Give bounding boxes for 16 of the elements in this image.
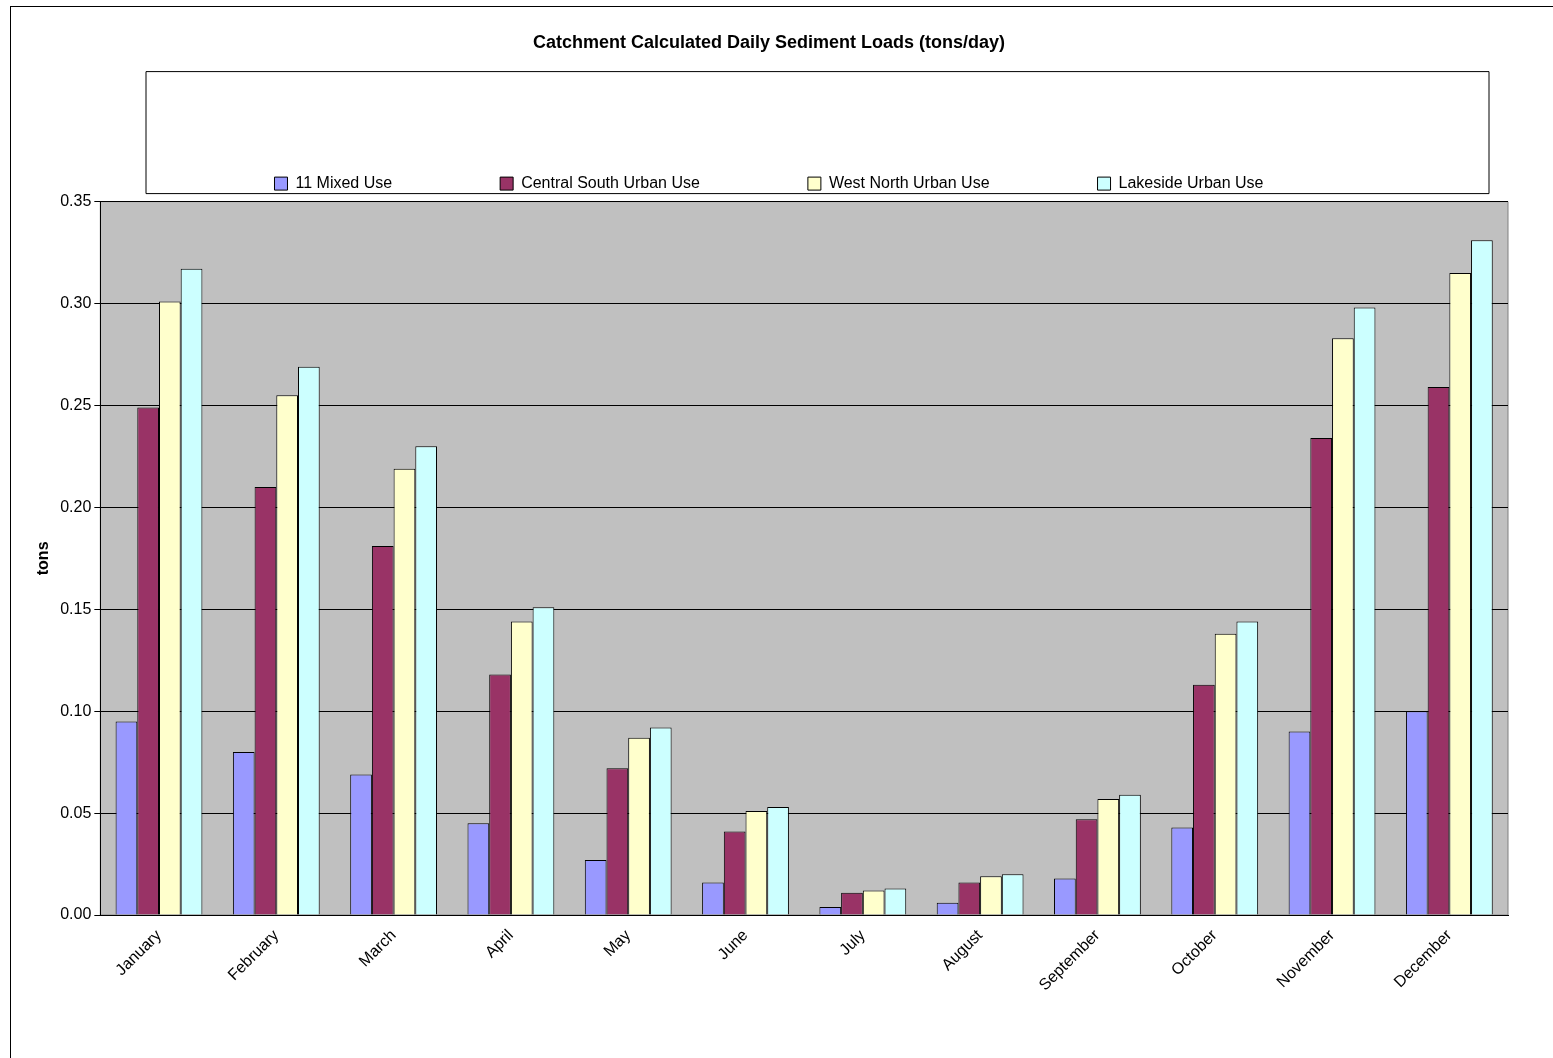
- y-tick-label: 0.30: [60, 293, 92, 311]
- y-tick-label: 0.25: [60, 395, 92, 413]
- x-tick-label: July: [835, 926, 869, 959]
- legend-label: West North Urban Use: [828, 174, 990, 192]
- y-tick-label: 0.15: [60, 599, 92, 617]
- y-tick-label: 0.20: [60, 497, 92, 515]
- y-tick-label: 0.05: [60, 803, 92, 821]
- legend-label: Central South Urban Use: [521, 174, 700, 192]
- chart-title: Catchment Calculated Daily Sediment Loads (tons/day): [532, 31, 1006, 52]
- legend-label: 11 Mixed Use: [295, 174, 393, 192]
- y-tick-label: 0.35: [60, 192, 92, 210]
- legend-label: Lakeside Urban Use: [1118, 174, 1264, 192]
- x-tick-label: May: [600, 926, 634, 960]
- y-axis-title: tons: [34, 541, 52, 576]
- y-tick-label: 0.00: [60, 905, 92, 923]
- y-tick-label: 0.10: [60, 701, 92, 719]
